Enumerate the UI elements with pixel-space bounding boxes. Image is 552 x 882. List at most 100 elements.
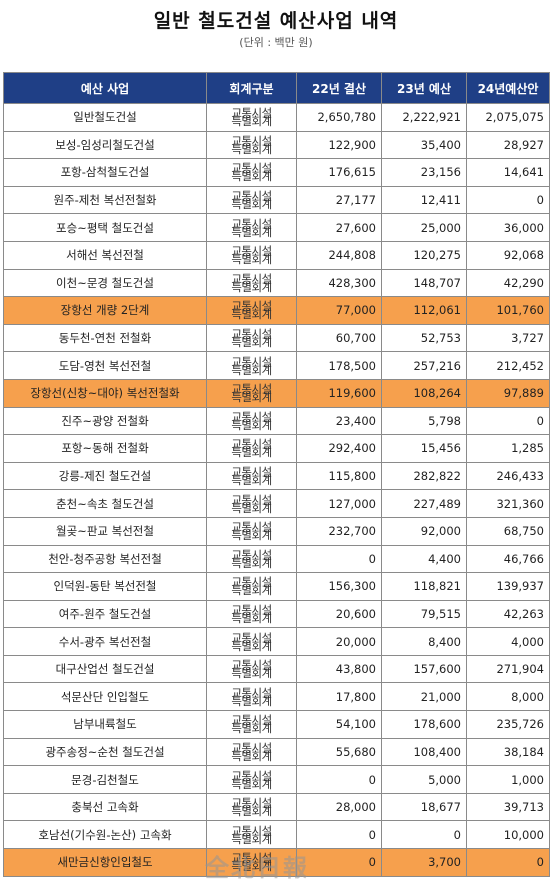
project-name: 강릉-제진 철도건설 bbox=[3, 461, 207, 491]
newspaper-watermark: 全北日報 bbox=[205, 854, 309, 882]
table-row: 도담-영천 복선전철 교통시설 특별회계 178,500 257,216 212,452 bbox=[3, 351, 550, 380]
account-line-1: 교통시설 bbox=[231, 244, 272, 259]
value-2022: 176,615 bbox=[296, 158, 382, 187]
value-2024: 101,760 bbox=[466, 296, 550, 325]
account-line-1: 교통시설 bbox=[231, 299, 272, 314]
account-line-2: 특별회계 bbox=[231, 610, 272, 625]
value-2023: 120,275 bbox=[381, 240, 467, 270]
account-line-1: 교통시설 bbox=[231, 409, 272, 424]
table-row: 여주-원주 철도건설 교통시설 특별회계 20,600 79,515 42,263 bbox=[3, 599, 550, 629]
account-type: 교통시설 특별회계 bbox=[206, 792, 297, 822]
table-row: 장항선(신창~대야) 복선전철화 교통시설 특별회계 119,600 108,264 97… bbox=[3, 378, 550, 408]
table-body: 일반철도건설 교통시설 특별회계 2,650,780 2,222,921 2,075,07… bbox=[3, 103, 550, 877]
value-2024: 235,726 bbox=[466, 710, 550, 739]
table-row: 강릉-제진 철도건설 교통시설 특별회계 115,800 282,822 246,433 bbox=[3, 461, 550, 491]
account-type: 교통시설 특별회계 bbox=[206, 516, 297, 546]
value-2023: 108,264 bbox=[381, 378, 467, 408]
table-row: 포승~평택 철도건설 교통시설 특별회계 27,600 25,000 36,000 bbox=[3, 213, 550, 242]
account-line-1: 교통시설 bbox=[231, 216, 272, 231]
value-2024: 4,000 bbox=[466, 627, 550, 656]
value-2024: 38,184 bbox=[466, 737, 550, 767]
account-type: 교통시설 특별회계 bbox=[206, 737, 297, 767]
value-2024: 46,766 bbox=[466, 544, 550, 574]
account-line-2: 특별회계 bbox=[231, 776, 272, 791]
value-2022: 43,800 bbox=[296, 654, 382, 684]
account-type: 교통시설 특별회계 bbox=[206, 627, 297, 656]
project-name: 호남선(기수원-논산) 고속화 bbox=[3, 820, 207, 850]
account-line-1: 교통시설 bbox=[231, 271, 272, 286]
header-2022-settlement: 22년 결산 bbox=[296, 72, 382, 104]
table-row: 천안-청주공항 복선전철 교통시설 특별회계 0 4,400 46,766 bbox=[3, 544, 550, 574]
account-line-2: 특별회계 bbox=[231, 445, 272, 460]
account-line-2: 특별회계 bbox=[231, 279, 272, 294]
account-line-2: 특별회계 bbox=[231, 224, 272, 239]
value-2023: 0 bbox=[381, 820, 467, 850]
value-2024: 36,000 bbox=[466, 213, 550, 242]
account-type: 교통시설 특별회계 bbox=[206, 268, 297, 298]
value-2022: 60,700 bbox=[296, 323, 382, 353]
value-2023: 18,677 bbox=[381, 792, 467, 822]
table-row: 서해선 복선전철 교통시설 특별회계 244,808 120,275 92,068 bbox=[3, 240, 550, 270]
table-row: 일반철도건설 교통시설 특별회계 2,650,780 2,222,921 2,075,07… bbox=[3, 103, 550, 132]
project-name: 수서-광주 복선전철 bbox=[3, 627, 207, 656]
account-line-1: 교통시설 bbox=[231, 713, 272, 728]
account-type: 교통시설 특별회계 bbox=[206, 240, 297, 270]
table-row: 광주송정~순천 철도건설 교통시설 특별회계 55,680 108,400 38,184 bbox=[3, 737, 550, 767]
value-2023: 25,000 bbox=[381, 213, 467, 242]
value-2023: 52,753 bbox=[381, 323, 467, 353]
account-type: 교통시설 특별회계 bbox=[206, 544, 297, 574]
account-line-2: 특별회계 bbox=[231, 500, 272, 515]
account-type: 교통시설 특별회계 bbox=[206, 158, 297, 187]
account-type: 교통시설 특별회계 bbox=[206, 323, 297, 353]
project-name: 새만금신항인입철도 bbox=[3, 848, 207, 877]
value-2022: 178,500 bbox=[296, 351, 382, 380]
value-2023: 118,821 bbox=[381, 572, 467, 601]
table-row: 월곶~판교 복선전철 교통시설 특별회계 232,700 92,000 68,750 bbox=[3, 516, 550, 546]
table-row: 원주-제천 복선전철화 교통시설 특별회계 27,177 12,411 0 bbox=[3, 185, 550, 215]
value-2022: 27,177 bbox=[296, 185, 382, 215]
account-line-1: 교통시설 bbox=[231, 465, 272, 480]
account-type: 교통시설 특별회계 bbox=[206, 461, 297, 491]
value-2022: 127,000 bbox=[296, 489, 382, 518]
account-type: 교통시설 특별회계 bbox=[206, 682, 297, 712]
table-row: 호남선(기수원-논산) 고속화 교통시설 특별회계 0 0 10,000 bbox=[3, 820, 550, 850]
unit-note: (단위 : 백만 원) bbox=[239, 36, 313, 49]
account-line-2: 특별회계 bbox=[231, 417, 272, 432]
table-row: 충북선 고속화 교통시설 특별회계 28,000 18,677 39,713 bbox=[3, 792, 550, 822]
account-line-1: 교통시설 bbox=[231, 189, 272, 204]
value-2023: 4,400 bbox=[381, 544, 467, 574]
account-type: 교통시설 특별회계 bbox=[206, 351, 297, 380]
value-2024: 1,000 bbox=[466, 765, 550, 794]
project-name: 춘천~속초 철도건설 bbox=[3, 489, 207, 518]
value-2024: 139,937 bbox=[466, 572, 550, 601]
value-2022: 55,680 bbox=[296, 737, 382, 767]
account-line-1: 교통시설 bbox=[231, 327, 272, 342]
value-2022: 122,900 bbox=[296, 130, 382, 160]
project-name: 이천~문경 철도건설 bbox=[3, 268, 207, 298]
account-line-1: 교통시설 bbox=[231, 602, 272, 617]
table-row: 이천~문경 철도건설 교통시설 특별회계 428,300 148,707 42,290 bbox=[3, 268, 550, 298]
account-line-2: 특별회계 bbox=[231, 114, 272, 129]
value-2022: 20,600 bbox=[296, 599, 382, 629]
value-2024: 42,263 bbox=[466, 599, 550, 629]
value-2024: 92,068 bbox=[466, 240, 550, 270]
project-name: 포항-삼척철도건설 bbox=[3, 158, 207, 187]
account-line-1: 교통시설 bbox=[231, 575, 272, 590]
value-2024: 0 bbox=[466, 185, 550, 215]
value-2023: 2,222,921 bbox=[381, 103, 467, 132]
value-2023: 157,600 bbox=[381, 654, 467, 684]
header-account: 회계구분 bbox=[206, 72, 297, 104]
value-2022: 2,650,780 bbox=[296, 103, 382, 132]
account-type: 교통시설 특별회계 bbox=[206, 434, 297, 463]
project-name: 원주-제천 복선전철화 bbox=[3, 185, 207, 215]
value-2023: 79,515 bbox=[381, 599, 467, 629]
table-row: 문경-김천철도 교통시설 특별회계 0 5,000 1,000 bbox=[3, 765, 550, 794]
table-row: 보성-임성리철도건설 교통시설 특별회계 122,900 35,400 28,927 bbox=[3, 130, 550, 160]
account-type: 교통시설 특별회계 bbox=[206, 130, 297, 160]
account-line-1: 교통시설 bbox=[231, 492, 272, 507]
account-line-1: 교통시설 bbox=[231, 520, 272, 535]
value-2024: 3,727 bbox=[466, 323, 550, 353]
value-2024: 42,290 bbox=[466, 268, 550, 298]
project-name: 대구산업선 철도건설 bbox=[3, 654, 207, 684]
account-line-2: 특별회계 bbox=[231, 528, 272, 543]
